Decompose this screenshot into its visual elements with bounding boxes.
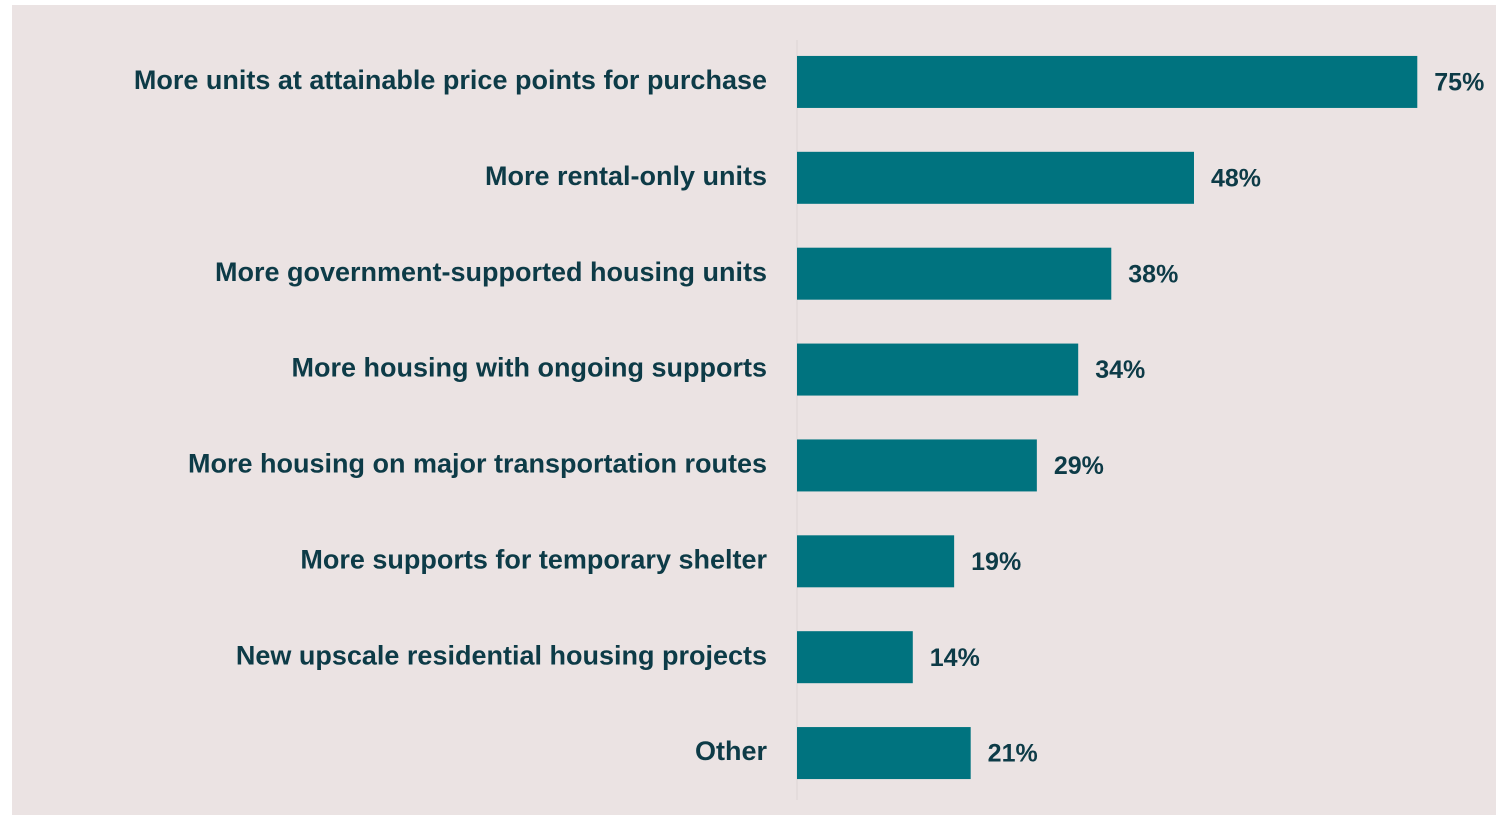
- category-label: More units at attainable price points fo…: [134, 65, 767, 95]
- category-label: Other: [695, 736, 768, 766]
- category-label: More housing with ongoing supports: [292, 353, 767, 383]
- category-label: More government-supported housing units: [215, 257, 767, 287]
- bar: [797, 247, 1112, 300]
- category-label: More supports for temporary shelter: [300, 544, 767, 574]
- bar: [797, 343, 1079, 396]
- bar: [797, 151, 1194, 204]
- category-label: More rental-only units: [485, 161, 767, 191]
- value-label: 48%: [1211, 164, 1261, 192]
- value-label: 29%: [1054, 452, 1104, 480]
- value-label: 19%: [971, 548, 1021, 576]
- plot-background: [12, 5, 1496, 815]
- bar: [797, 55, 1418, 108]
- bar: [797, 535, 955, 588]
- bar: [797, 631, 913, 684]
- bar: [797, 439, 1037, 492]
- value-label: 34%: [1095, 356, 1145, 384]
- category-label: New upscale residential housing projects: [236, 640, 767, 670]
- value-label: 21%: [988, 740, 1038, 768]
- bar: [797, 727, 971, 780]
- category-label: More housing on major transportation rou…: [188, 449, 767, 479]
- value-label: 75%: [1434, 69, 1484, 97]
- value-label: 14%: [930, 644, 980, 672]
- value-label: 38%: [1128, 260, 1178, 288]
